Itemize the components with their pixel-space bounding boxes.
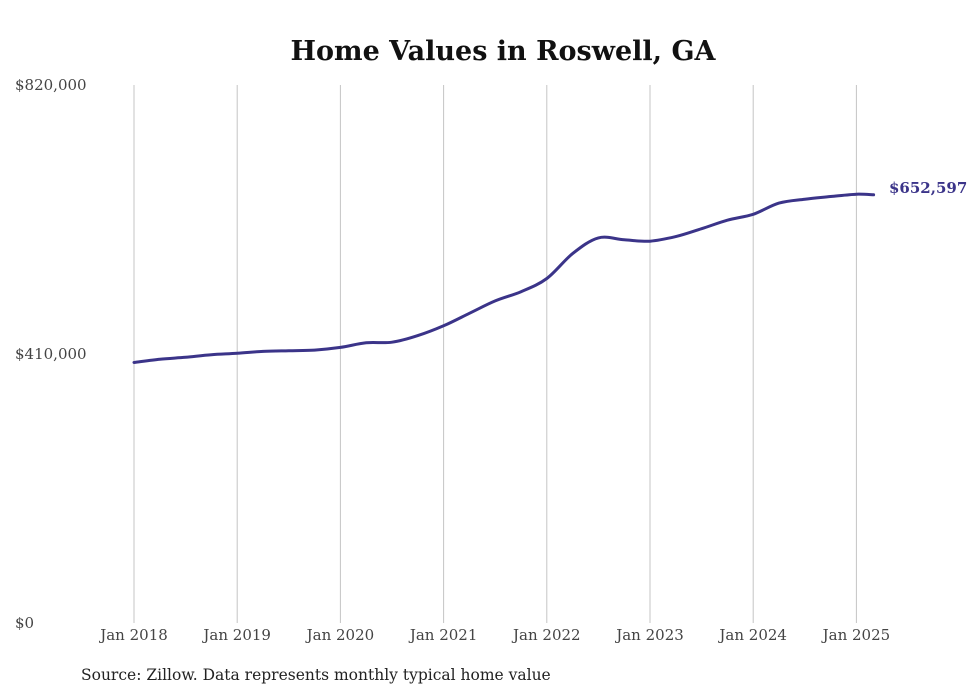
data-point-18: [597, 236, 600, 240]
data-point-23: [726, 219, 729, 222]
data-point-10: [390, 341, 394, 344]
x-tick-label-4: Jan 2022: [511, 626, 581, 644]
data-point-22: [700, 227, 703, 230]
end-value-label: $652,597: [889, 179, 967, 197]
y-tick-label-2: $820,000: [15, 76, 87, 94]
data-point-28: [855, 193, 858, 196]
x-tick-label-5: Jan 2023: [614, 626, 684, 644]
data-point-7: [313, 348, 316, 352]
data-point-3: [210, 353, 213, 356]
data-point-0: [132, 361, 136, 364]
y-axis-ticks: $0 $410,000 $820,000: [15, 76, 87, 632]
data-point-13: [468, 312, 471, 315]
series-layer: [132, 192, 876, 364]
data-point-8: [339, 346, 342, 349]
x-tick-label-7: Jan 2025: [821, 626, 891, 644]
chart-title: Home Values in Roswell, GA: [291, 36, 717, 67]
data-point-27: [829, 195, 832, 198]
data-point-25: [777, 201, 781, 205]
data-point-21: [674, 235, 677, 238]
x-tick-label-6: Jan 2024: [717, 626, 787, 644]
x-tick-label-2: Jan 2020: [305, 626, 375, 644]
data-point-29: [872, 193, 875, 196]
x-tick-label-1: Jan 2019: [201, 626, 271, 644]
x-tick-label-3: Jan 2021: [408, 626, 478, 644]
data-point-1: [158, 358, 161, 361]
data-point-6: [287, 349, 290, 352]
source-note: Source: Zillow. Data represents monthly …: [81, 666, 551, 684]
data-point-24: [752, 213, 755, 216]
data-point-15: [519, 290, 523, 293]
data-point-12: [442, 324, 445, 327]
y-tick-label-0: $0: [15, 614, 34, 632]
x-axis-ticks: Jan 2018 Jan 2019 Jan 2020 Jan 2021 Jan 2022…: [98, 626, 890, 644]
data-point-4: [236, 352, 239, 355]
series-line: [132, 192, 876, 364]
x-tick-label-0: Jan 2018: [98, 626, 168, 644]
data-point-17: [571, 252, 574, 255]
grid-lines: [133, 85, 857, 623]
data-point-26: [803, 198, 806, 201]
y-tick-label-1: $410,000: [15, 345, 87, 363]
data-point-9: [365, 341, 368, 344]
data-point-16: [545, 277, 548, 280]
data-point-5: [261, 350, 265, 353]
data-point-14: [494, 299, 497, 303]
data-point-2: [184, 356, 187, 359]
data-point-20: [648, 240, 652, 243]
data-point-19: [623, 238, 626, 241]
data-point-11: [416, 334, 419, 337]
